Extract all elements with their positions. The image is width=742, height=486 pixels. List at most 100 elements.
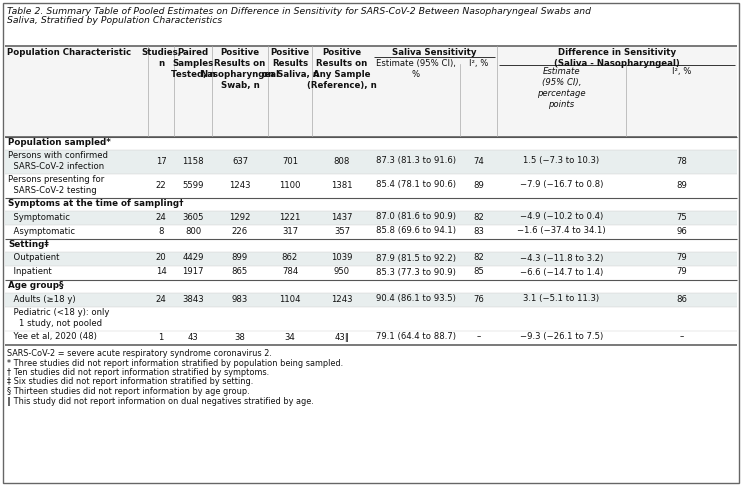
- Text: 800: 800: [185, 226, 201, 236]
- Text: 83: 83: [473, 226, 484, 236]
- Text: 701: 701: [282, 156, 298, 166]
- Text: 90.4 (86.1 to 93.5): 90.4 (86.1 to 93.5): [376, 295, 456, 303]
- Text: 89: 89: [473, 180, 484, 190]
- Bar: [5, 293, 737, 307]
- Text: 96: 96: [676, 226, 687, 236]
- Text: Symptomatic: Symptomatic: [8, 212, 70, 222]
- Text: Positive
Results
on Saliva, n: Positive Results on Saliva, n: [261, 48, 318, 79]
- Text: Age group§: Age group§: [8, 281, 64, 290]
- Text: 17: 17: [156, 156, 166, 166]
- Text: 87.9 (81.5 to 92.2): 87.9 (81.5 to 92.2): [376, 254, 456, 262]
- Bar: [5, 198, 737, 211]
- Text: 79: 79: [676, 267, 687, 277]
- Text: 1221: 1221: [279, 212, 301, 222]
- Text: Yee et al, 2020 (48): Yee et al, 2020 (48): [8, 332, 97, 342]
- Bar: [5, 307, 737, 331]
- Bar: [5, 280, 737, 293]
- Text: 3.1 (−5.1 to 11.3): 3.1 (−5.1 to 11.3): [523, 295, 600, 303]
- Text: 1917: 1917: [183, 267, 204, 277]
- Text: 8: 8: [158, 226, 164, 236]
- Text: 74: 74: [473, 156, 484, 166]
- Text: 1437: 1437: [331, 212, 352, 222]
- Text: 86: 86: [676, 295, 687, 303]
- Bar: [5, 331, 737, 345]
- Text: −9.3 (−26.1 to 7.5): −9.3 (−26.1 to 7.5): [520, 332, 603, 342]
- Text: −7.9 (−16.7 to 0.8): −7.9 (−16.7 to 0.8): [520, 180, 603, 190]
- Text: 1243: 1243: [229, 180, 251, 190]
- Text: Difference in Sensitivity
(Saliva - Nasopharyngeal): Difference in Sensitivity (Saliva - Naso…: [554, 48, 680, 68]
- Text: 85.4 (78.1 to 90.6): 85.4 (78.1 to 90.6): [376, 180, 456, 190]
- Text: 85.3 (77.3 to 90.9): 85.3 (77.3 to 90.9): [376, 267, 456, 277]
- Text: 865: 865: [232, 267, 248, 277]
- Bar: [5, 137, 737, 150]
- Text: Pediatric (<18 y): only
    1 study, not pooled: Pediatric (<18 y): only 1 study, not poo…: [8, 308, 109, 328]
- Text: 14: 14: [156, 267, 166, 277]
- Text: § Thirteen studies did not report information by age group.: § Thirteen studies did not report inform…: [7, 387, 249, 396]
- Text: 637: 637: [232, 156, 248, 166]
- Text: ‡ Six studies did not report information stratified by setting.: ‡ Six studies did not report information…: [7, 378, 253, 386]
- Text: 79: 79: [676, 254, 687, 262]
- Text: 78: 78: [676, 156, 687, 166]
- Text: 79.1 (64.4 to 88.7): 79.1 (64.4 to 88.7): [376, 332, 456, 342]
- Text: 89: 89: [676, 180, 687, 190]
- Text: 1292: 1292: [229, 212, 251, 222]
- Text: SARS-CoV-2 = severe acute respiratory syndrome coronavirus 2.: SARS-CoV-2 = severe acute respiratory sy…: [7, 349, 272, 358]
- Text: ‖ This study did not report information on dual negatives stratified by age.: ‖ This study did not report information …: [7, 397, 314, 405]
- Text: 43: 43: [188, 332, 198, 342]
- Text: Persons presenting for
  SARS-CoV-2 testing: Persons presenting for SARS-CoV-2 testin…: [8, 175, 104, 195]
- Bar: [5, 239, 737, 252]
- Text: 1381: 1381: [331, 180, 352, 190]
- Text: 5599: 5599: [183, 180, 204, 190]
- Text: Saliva, Stratified by Population Characteristics: Saliva, Stratified by Population Charact…: [7, 16, 223, 25]
- Text: 357: 357: [334, 226, 350, 236]
- Text: 1039: 1039: [331, 254, 352, 262]
- Text: 1: 1: [158, 332, 164, 342]
- Text: Table 2. Summary Table of Pooled Estimates on Difference in Sensitivity for SARS: Table 2. Summary Table of Pooled Estimat…: [7, 7, 591, 16]
- Bar: [5, 174, 737, 198]
- Text: 1100: 1100: [279, 180, 301, 190]
- Text: 784: 784: [282, 267, 298, 277]
- Text: 43‖: 43‖: [335, 332, 349, 342]
- Text: −4.9 (−10.2 to 0.4): −4.9 (−10.2 to 0.4): [520, 212, 603, 222]
- Text: 76: 76: [473, 295, 484, 303]
- Text: 87.3 (81.3 to 91.6): 87.3 (81.3 to 91.6): [376, 156, 456, 166]
- Text: 317: 317: [282, 226, 298, 236]
- Text: 85.8 (69.6 to 94.1): 85.8 (69.6 to 94.1): [376, 226, 456, 236]
- Text: Population sampled*: Population sampled*: [8, 138, 111, 147]
- Text: 983: 983: [232, 295, 248, 303]
- Text: I², %: I², %: [672, 67, 692, 76]
- Bar: [5, 225, 737, 239]
- Text: 862: 862: [282, 254, 298, 262]
- Text: 22: 22: [156, 180, 166, 190]
- Text: 1.5 (−7.3 to 10.3): 1.5 (−7.3 to 10.3): [523, 156, 600, 166]
- Text: 950: 950: [334, 267, 350, 277]
- Text: Asymptomatic: Asymptomatic: [8, 226, 75, 236]
- Text: Studies,
n: Studies, n: [141, 48, 181, 68]
- Text: 82: 82: [473, 254, 484, 262]
- Text: 87.0 (81.6 to 90.9): 87.0 (81.6 to 90.9): [376, 212, 456, 222]
- Text: 226: 226: [232, 226, 248, 236]
- Text: Persons with confirmed
  SARS-CoV-2 infection: Persons with confirmed SARS-CoV-2 infect…: [8, 151, 108, 171]
- Text: 38: 38: [234, 332, 246, 342]
- Text: Paired
Samples
Tested, n: Paired Samples Tested, n: [171, 48, 215, 79]
- Text: Estimate (95% CI),
%: Estimate (95% CI), %: [376, 59, 456, 79]
- Text: Adults (≥18 y): Adults (≥18 y): [8, 295, 76, 303]
- Text: Positive
Results on
Nasopharyngeal
Swab, n: Positive Results on Nasopharyngeal Swab,…: [200, 48, 280, 90]
- Text: * Three studies did not report information stratified by population being sample: * Three studies did not report informati…: [7, 359, 343, 367]
- Bar: [5, 252, 737, 266]
- Text: † Ten studies did not report information stratified by symptoms.: † Ten studies did not report information…: [7, 368, 269, 377]
- Text: Setting‡: Setting‡: [8, 240, 49, 249]
- Text: Inpatient: Inpatient: [8, 267, 52, 277]
- Text: 24: 24: [156, 212, 166, 222]
- Text: 3605: 3605: [183, 212, 204, 222]
- Text: −4.3 (−11.8 to 3.2): −4.3 (−11.8 to 3.2): [520, 254, 603, 262]
- Text: 808: 808: [334, 156, 350, 166]
- Text: 1104: 1104: [279, 295, 301, 303]
- Text: Outpatient: Outpatient: [8, 254, 59, 262]
- Text: Population Characteristic: Population Characteristic: [7, 48, 131, 57]
- Text: 34: 34: [285, 332, 295, 342]
- Text: I², %: I², %: [469, 59, 488, 68]
- Text: 899: 899: [232, 254, 248, 262]
- Text: −1.6 (−37.4 to 34.1): −1.6 (−37.4 to 34.1): [517, 226, 605, 236]
- Bar: [5, 150, 737, 174]
